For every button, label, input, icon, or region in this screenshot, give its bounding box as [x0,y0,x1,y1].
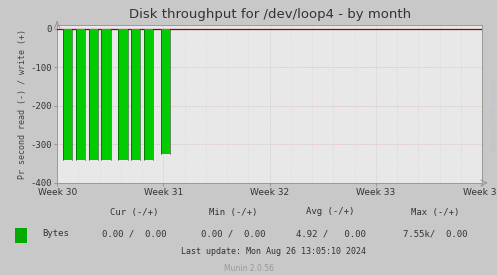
Text: Avg (-/+): Avg (-/+) [306,208,355,216]
Text: Min (-/+): Min (-/+) [209,208,258,216]
Text: 0.00 /  0.00: 0.00 / 0.00 [102,229,166,238]
Text: Last update: Mon Aug 26 13:05:10 2024: Last update: Mon Aug 26 13:05:10 2024 [181,247,366,256]
Title: Disk throughput for /dev/loop4 - by month: Disk throughput for /dev/loop4 - by mont… [129,8,411,21]
Text: 0.00 /  0.00: 0.00 / 0.00 [201,229,266,238]
Text: Max (-/+): Max (-/+) [411,208,459,216]
Text: Cur (-/+): Cur (-/+) [110,208,159,216]
Text: Bytes: Bytes [42,229,69,238]
Text: Munin 2.0.56: Munin 2.0.56 [224,264,273,273]
Text: 4.92 /   0.00: 4.92 / 0.00 [296,229,365,238]
Y-axis label: Pr second read (-) / write (+): Pr second read (-) / write (+) [18,29,27,179]
Text: RRDTOOL / TOBI OETIKER: RRDTOOL / TOBI OETIKER [491,80,496,151]
Text: 7.55k/  0.00: 7.55k/ 0.00 [403,229,467,238]
